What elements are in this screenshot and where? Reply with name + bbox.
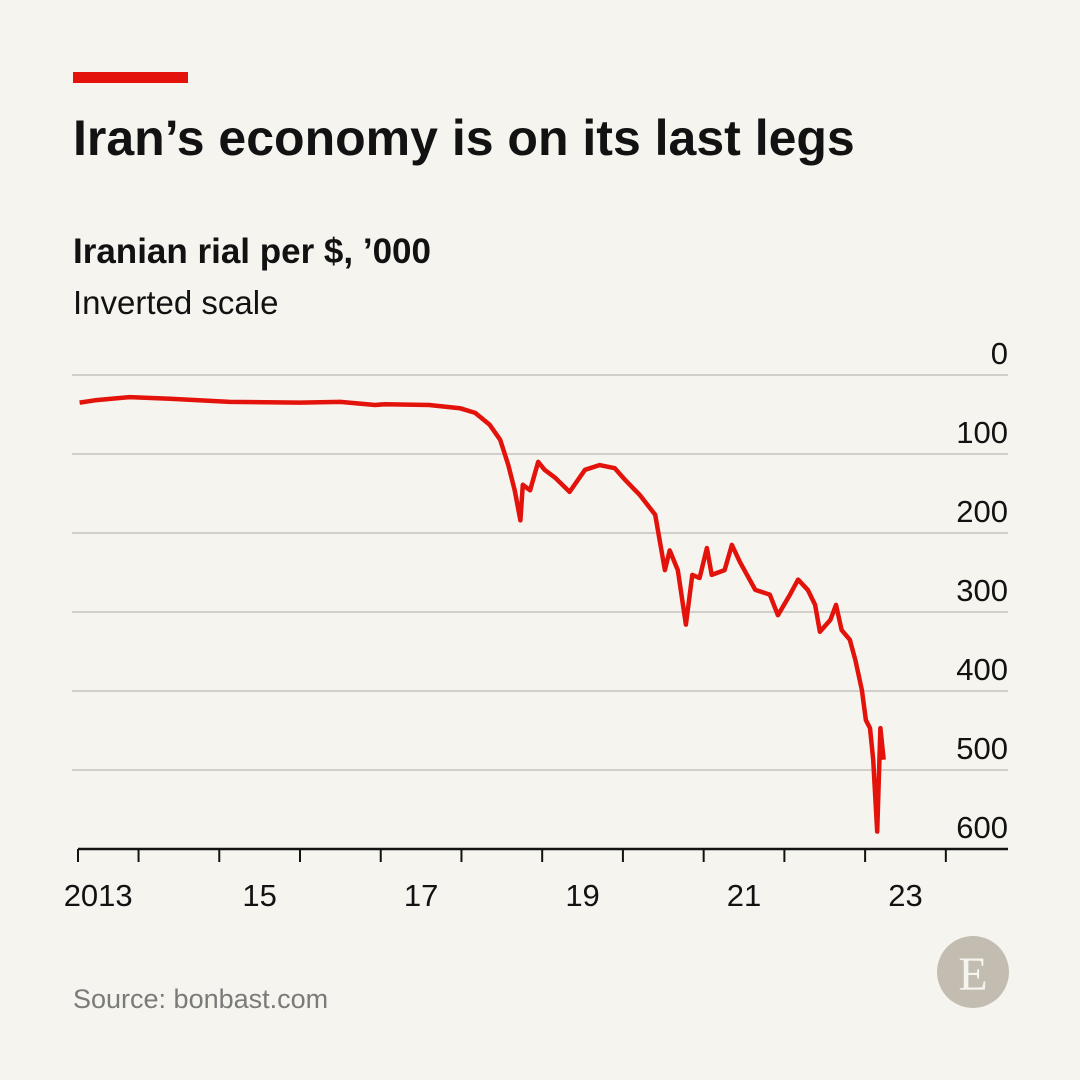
y-tick-label: 200: [956, 494, 1008, 529]
y-tick-label: 500: [956, 731, 1008, 766]
accent-bar: [73, 72, 188, 83]
y-tick-label: 0: [991, 336, 1008, 371]
logo: [937, 936, 1009, 1008]
x-tick-label: 2013: [64, 878, 133, 913]
source: Source: bonbast.com: [73, 984, 328, 1014]
chart-title: Iran’s economy is on its last legs: [73, 110, 855, 166]
chart-note: Inverted scale: [73, 284, 278, 321]
x-tick-label: 21: [727, 878, 761, 913]
y-tick-label: 600: [956, 810, 1008, 845]
logo-letter: E: [958, 948, 987, 1001]
data-line: [79, 394, 886, 834]
x-tick-label: 17: [404, 878, 438, 913]
x-tick-label: 19: [565, 878, 599, 913]
y-tick-label: 100: [956, 415, 1008, 450]
x-tick-label: 23: [888, 878, 922, 913]
x-tick-label: 15: [242, 878, 276, 913]
y-tick-label: 400: [956, 652, 1008, 687]
y-tick-label: 300: [956, 573, 1008, 608]
chart-subtitle: Iranian rial per $, ’000: [73, 232, 431, 271]
